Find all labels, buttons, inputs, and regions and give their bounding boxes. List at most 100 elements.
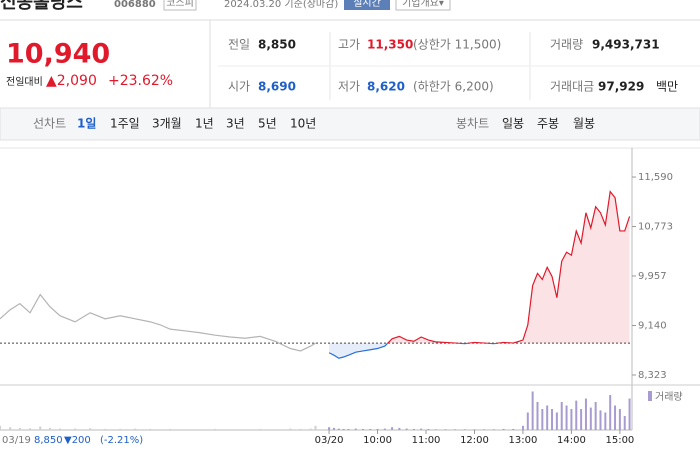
volume-bar: [483, 429, 486, 430]
volume-bar: [580, 409, 583, 430]
volume-bar: [594, 402, 597, 430]
label: 거래량: [550, 38, 583, 52]
volume-bar: [391, 427, 394, 430]
y-tick-label: 10,773: [638, 222, 673, 233]
tab[interactable]: 10년: [290, 117, 316, 131]
change: ▲2,090: [46, 73, 97, 89]
tab-group: 선차트: [33, 117, 66, 131]
prev-change: ▼200: [64, 435, 91, 446]
volume-bar: [149, 428, 152, 430]
tab[interactable]: 주봉: [537, 117, 559, 131]
value: 97,929: [598, 80, 644, 94]
volume-bar: [584, 398, 587, 430]
value: 9,493,731: [592, 38, 660, 52]
volume-bar: [398, 427, 401, 430]
unit: 백만: [656, 80, 678, 94]
volume-bar: [134, 428, 137, 430]
rate: +23.62%: [108, 73, 173, 89]
volume-bar: [29, 428, 32, 430]
price-line: [0, 293, 316, 352]
volume-bar: [492, 429, 495, 430]
volume-bar: [427, 428, 430, 430]
volume-bar: [354, 428, 357, 430]
volume-bar: [369, 428, 372, 430]
volume-label: 거래량: [655, 391, 683, 403]
area-up: [387, 191, 630, 344]
volume-bar: [565, 405, 568, 430]
volume-bar: [512, 428, 515, 430]
y-tick-label: 9,140: [638, 320, 667, 331]
volume-bar: [214, 428, 217, 430]
volume-bar: [299, 428, 302, 430]
volume-bar: [420, 428, 423, 430]
x-tick-label: 13:00: [509, 435, 538, 446]
prev-close: 8,850: [34, 435, 63, 446]
volume-bar: [169, 428, 172, 430]
volume-bar: [609, 395, 612, 430]
volume-bar: [229, 429, 232, 430]
volume-bar: [259, 428, 262, 430]
tab[interactable]: 1년: [195, 117, 214, 131]
value: 11,350: [367, 38, 413, 52]
note: (하한가 6,200): [413, 80, 494, 94]
volume-bar: [104, 428, 107, 430]
volume-key: [648, 391, 652, 401]
realtime-badge[interactable]: [344, 0, 390, 10]
volume-bar: [521, 425, 524, 430]
volume-bar: [383, 428, 386, 430]
volume-bar: [159, 429, 162, 430]
change-label: 전일대비: [6, 76, 43, 88]
x-tick-label: 14:00: [557, 435, 586, 446]
volume-bar: [570, 409, 573, 430]
tab[interactable]: 1일: [77, 117, 96, 131]
tab[interactable]: 3개월: [152, 117, 182, 131]
volume-bar: [347, 428, 350, 430]
volume-bar: [309, 428, 312, 430]
volume-bar: [628, 398, 631, 430]
date: 2024.03.20 기준(장마감): [224, 0, 338, 10]
tab[interactable]: 3년: [226, 117, 245, 131]
market: 코스피: [166, 0, 194, 9]
tab[interactable]: 일봉: [502, 117, 524, 131]
realtime[interactable]: 실시간: [353, 0, 381, 9]
tab[interactable]: 1주일: [110, 117, 140, 131]
prev-rate: (-2.21%): [100, 435, 143, 446]
volume-bar: [342, 428, 345, 430]
volume-bar: [526, 412, 529, 430]
volume-bar: [541, 409, 544, 430]
label: 저가: [338, 80, 360, 94]
x-tick-label: 10:00: [363, 435, 392, 446]
volume-bar: [59, 428, 62, 430]
volume-bar: [244, 429, 247, 430]
volume-bar: [604, 412, 607, 430]
volume-bar: [618, 409, 621, 430]
volume-bar: [560, 402, 563, 430]
volume-bar: [362, 428, 365, 430]
volume-bar: [454, 429, 457, 430]
volume-bar: [376, 428, 379, 430]
tab[interactable]: 월봉: [573, 117, 595, 131]
volume-bar: [589, 407, 592, 430]
price: 10,940: [6, 39, 110, 70]
overview-badge[interactable]: [395, 0, 451, 11]
volume-bar: [48, 427, 51, 430]
volume-bar: [328, 427, 331, 430]
volume-bar: [74, 428, 77, 430]
prev-date: 03/19: [2, 435, 31, 446]
tab[interactable]: 5년: [258, 117, 277, 131]
label: 시가: [228, 80, 250, 94]
stock-name: 신송홀딩스: [0, 0, 83, 13]
tab-bar: [0, 107, 700, 141]
volume-bar: [546, 405, 549, 430]
label: 고가: [338, 38, 360, 52]
label: 거래대금: [550, 80, 594, 94]
y-tick-label: 11,590: [638, 172, 673, 183]
tab-group: 봉차트: [456, 117, 489, 131]
volume-bar: [531, 391, 534, 430]
volume-bar: [434, 429, 437, 430]
overview[interactable]: 기업개요▾: [402, 0, 444, 9]
value: 8,690: [258, 80, 296, 94]
volume-bar: [412, 428, 415, 430]
price-line-up: [387, 190, 631, 344]
